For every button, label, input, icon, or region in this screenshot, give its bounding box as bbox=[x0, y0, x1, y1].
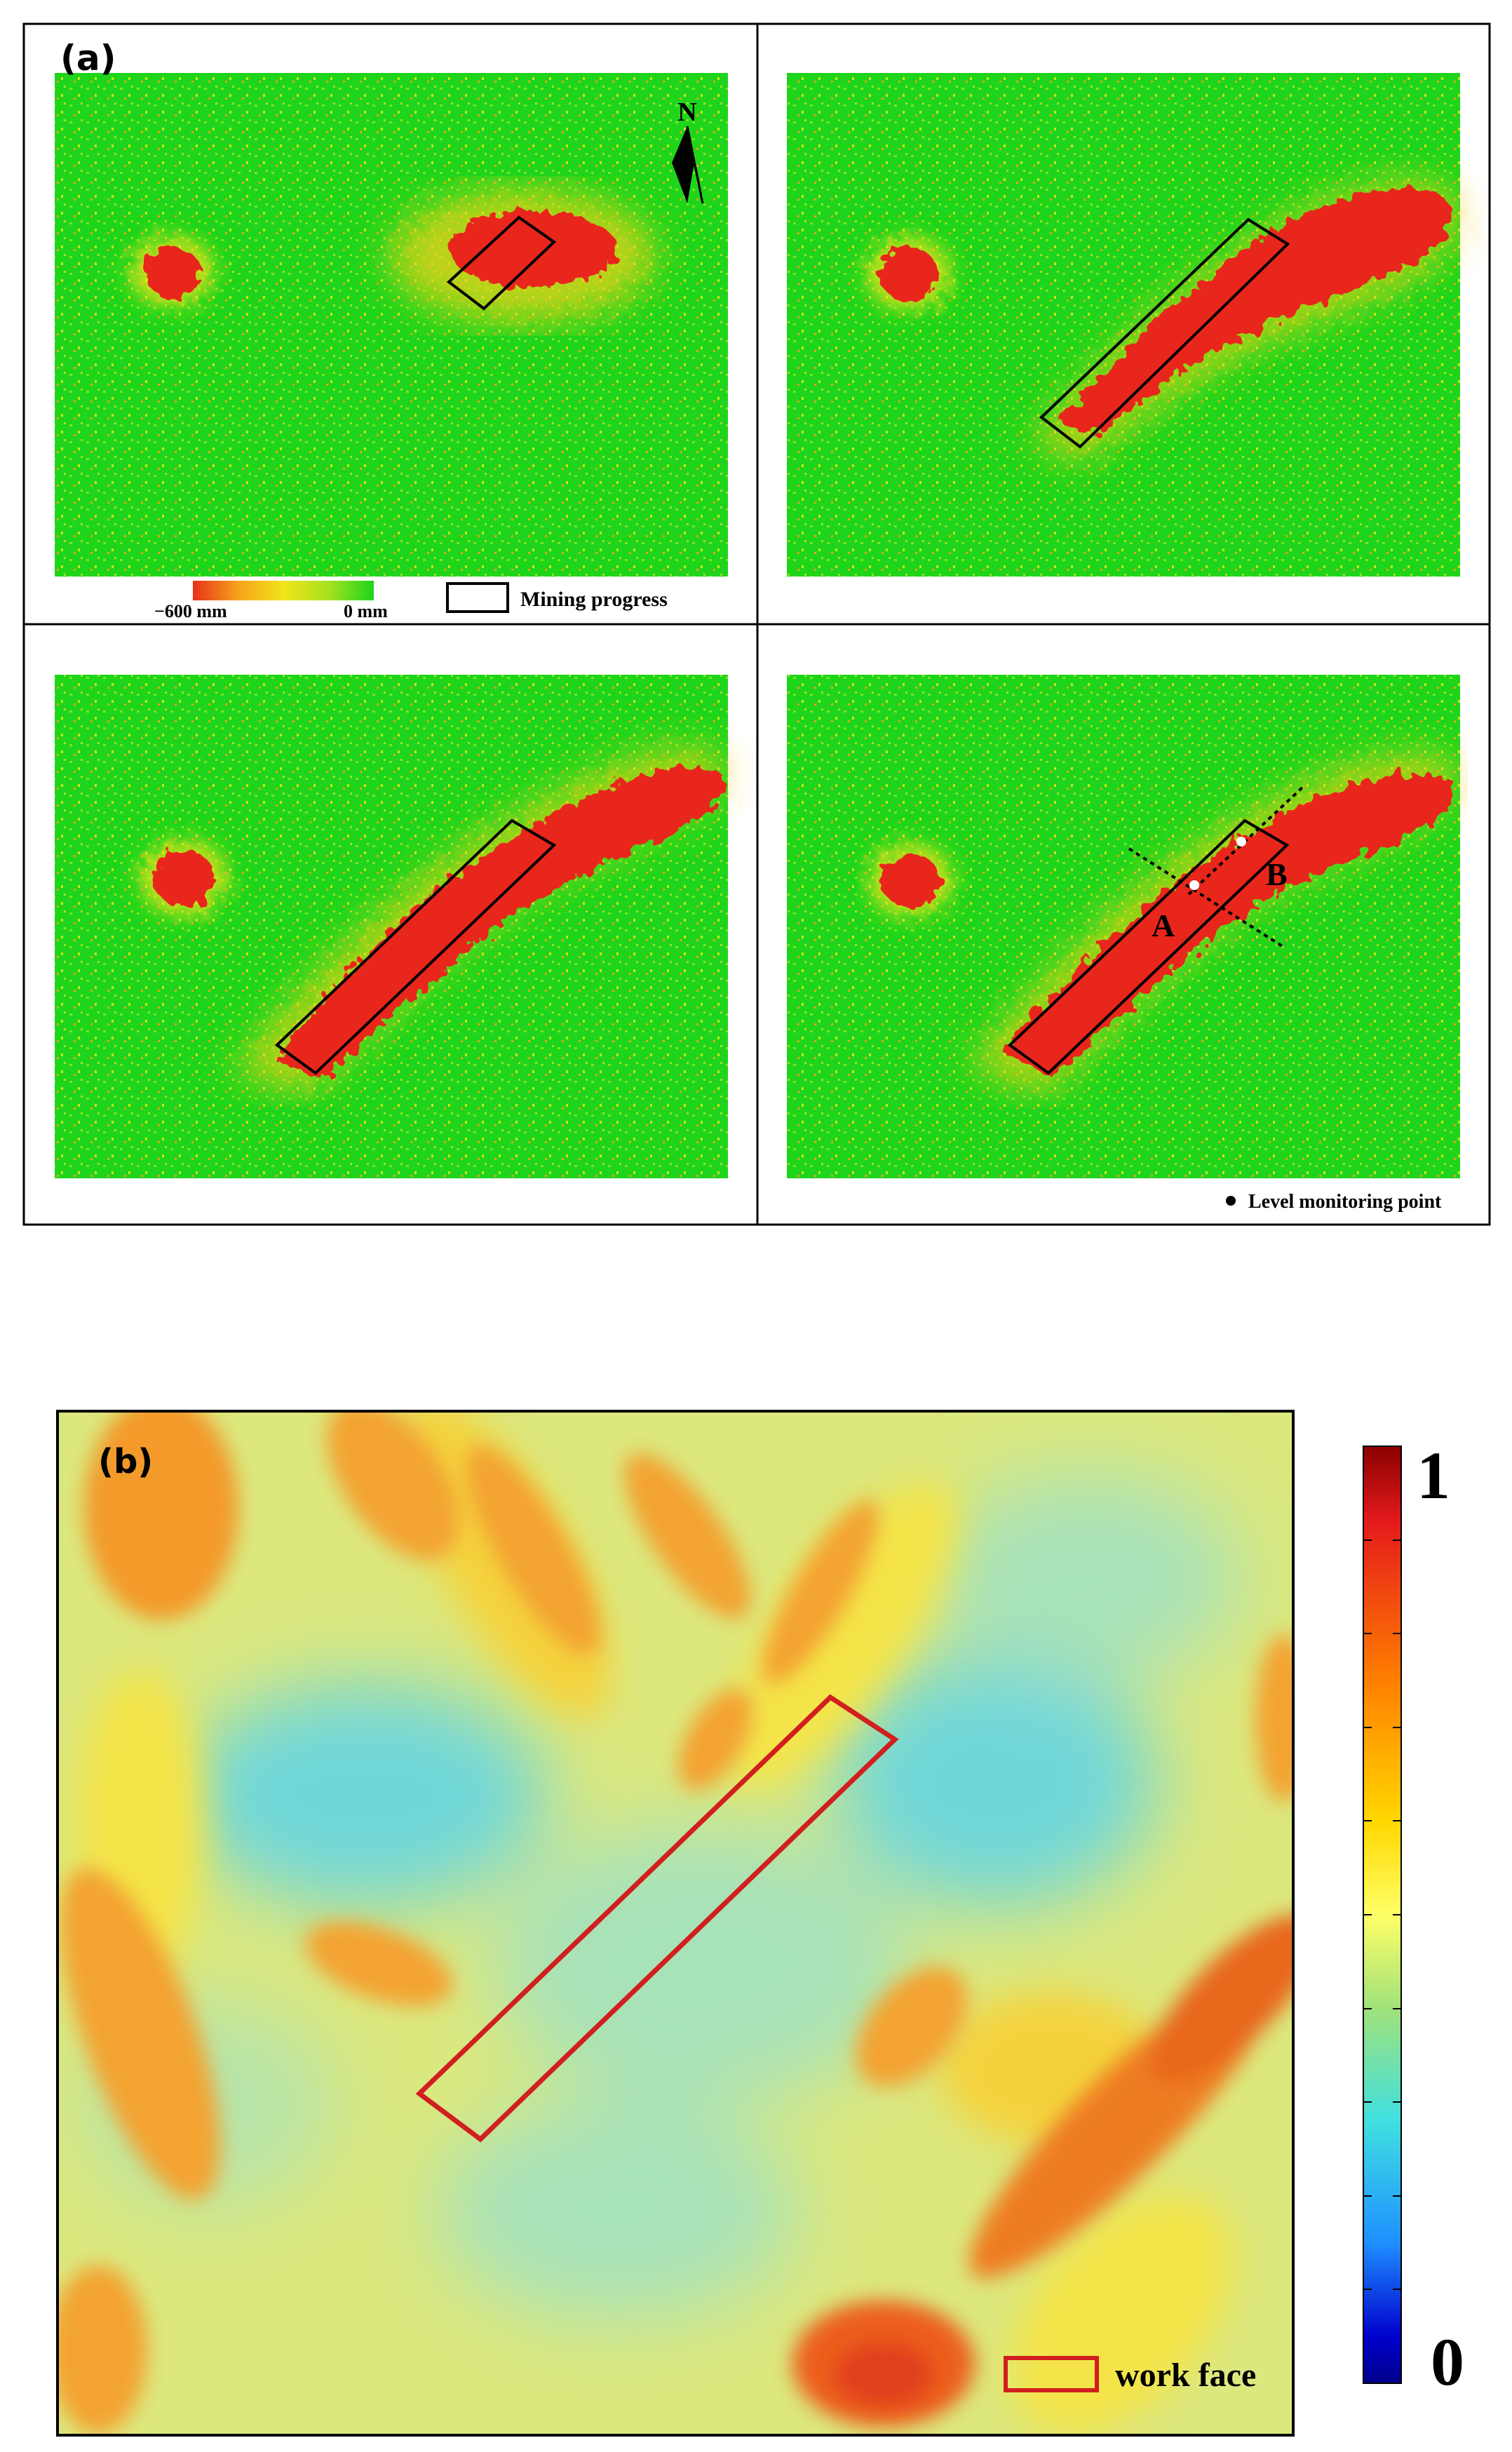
panel-a: N bbox=[22, 22, 1491, 1226]
work-face-swatch bbox=[1004, 2356, 1099, 2392]
level-point-2 bbox=[1236, 837, 1246, 847]
mining-progress-legend: Mining progress bbox=[446, 582, 668, 613]
panel-b-frame bbox=[56, 1410, 1295, 2437]
level-monitoring-dot bbox=[1226, 1196, 1236, 1206]
subsidence-map-3 bbox=[55, 675, 728, 1178]
subsidence-map-2 bbox=[787, 73, 1460, 577]
mining-progress-box-4 bbox=[1007, 819, 1290, 1075]
panel-b-label: (b) bbox=[98, 1442, 153, 1481]
level-monitoring-label: Level monitoring point bbox=[1248, 1191, 1442, 1213]
colorbar-max-label: 0 mm bbox=[344, 601, 388, 621]
colorbar-top-label: 1 bbox=[1417, 1438, 1450, 1513]
subsidence-colorbar: −600 mm 0 mm bbox=[154, 581, 388, 621]
panel-a-label: (a) bbox=[60, 38, 116, 79]
mining-progress-box-1 bbox=[446, 215, 557, 311]
work-face-label: work face bbox=[1115, 2357, 1256, 2394]
susceptibility-colorbar-ticks bbox=[1363, 1540, 1401, 2290]
profile-line-axial bbox=[1187, 784, 1306, 896]
profile-line-ab bbox=[1128, 847, 1285, 948]
north-arrow: N bbox=[672, 97, 704, 204]
mining-progress-label: Mining progress bbox=[520, 588, 668, 611]
north-label: N bbox=[677, 97, 696, 127]
panel-b: (b) work face 1 0 bbox=[56, 1410, 1464, 2437]
mining-progress-box-3 bbox=[274, 819, 557, 1075]
work-face-legend: work face bbox=[1004, 2356, 1256, 2394]
colorbar-bottom-label: 0 bbox=[1431, 2324, 1464, 2399]
susceptibility-colorbar: 1 0 bbox=[1363, 1438, 1464, 2399]
mining-progress-swatch bbox=[446, 582, 509, 613]
level-point-1 bbox=[1189, 880, 1199, 890]
profile-label-b: B bbox=[1266, 856, 1288, 892]
susceptibility-map bbox=[58, 1411, 1293, 2435]
subsidence-map-4: A B bbox=[787, 675, 1460, 1178]
work-face-outline bbox=[415, 1694, 899, 2143]
subsidence-colorbar-strip bbox=[193, 581, 374, 600]
subsidence-map-1: N bbox=[55, 73, 728, 577]
profile-label-a: A bbox=[1152, 908, 1175, 943]
colorbar-min-label: −600 mm bbox=[154, 601, 227, 621]
mining-progress-box-2 bbox=[1039, 217, 1290, 449]
level-monitoring-legend: Level monitoring point bbox=[1226, 1191, 1442, 1213]
